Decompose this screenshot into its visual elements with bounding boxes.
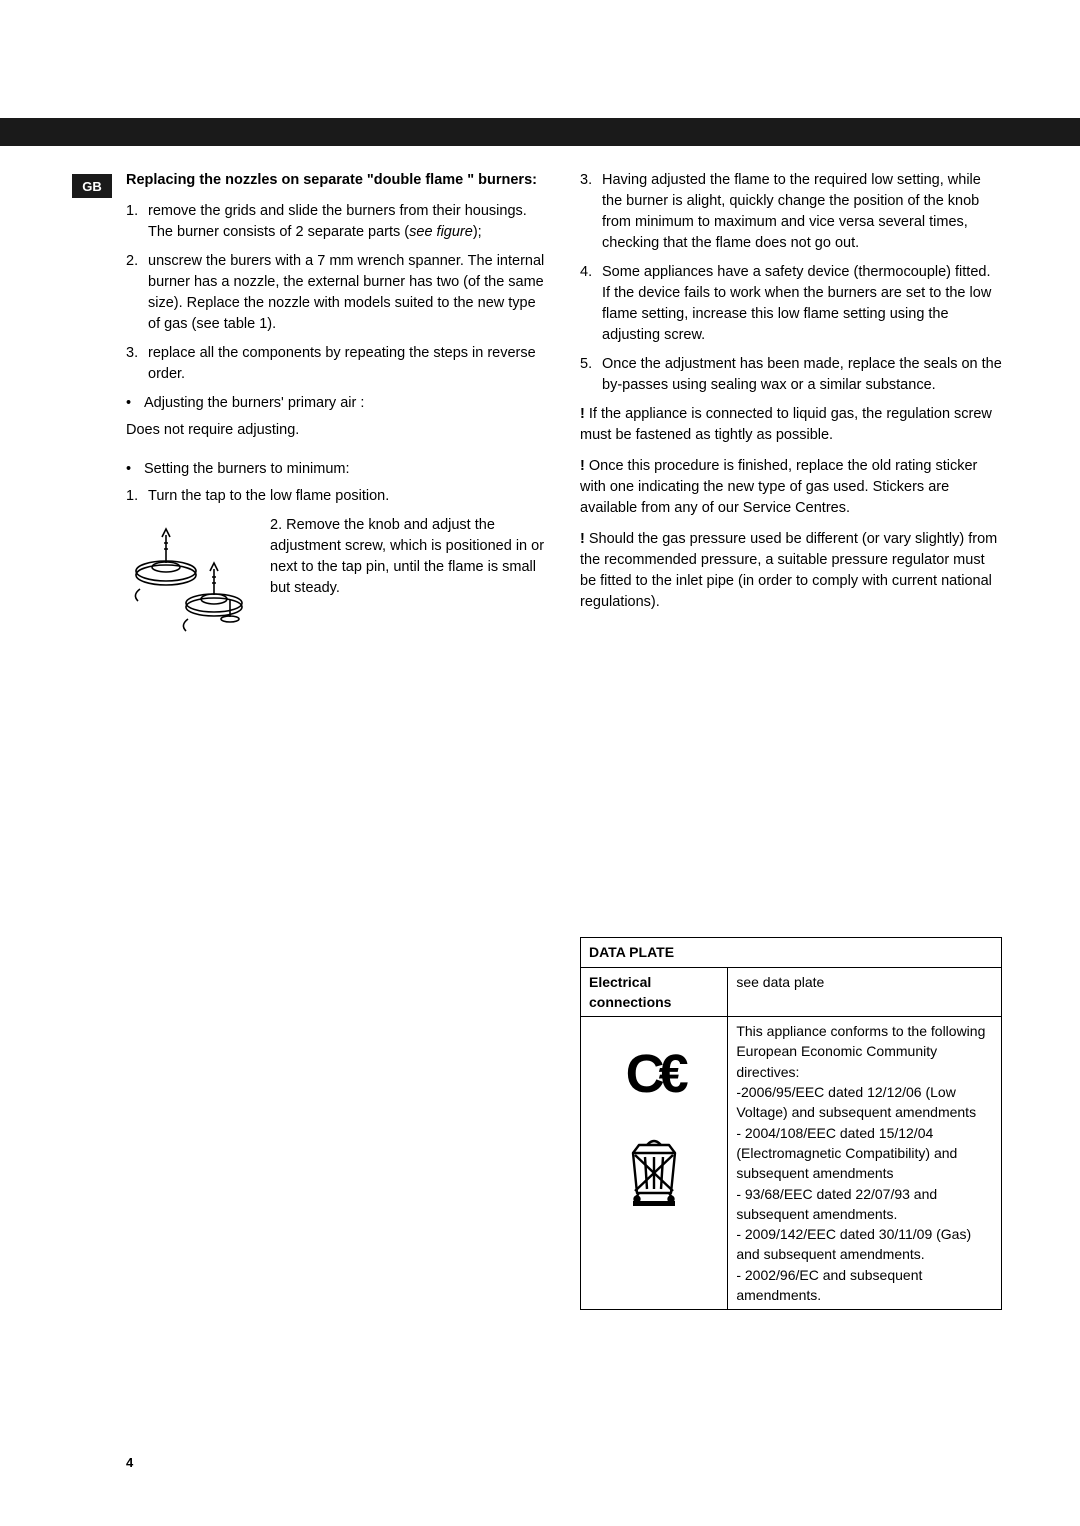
compliance-icons-cell: C€ [581, 1017, 728, 1310]
step-text: Having adjusted the flame to the require… [602, 172, 981, 251]
step-text: Once the adjustment has been made, repla… [602, 356, 1002, 393]
bullet-icon: • [126, 393, 144, 414]
step-number: 2. [126, 251, 148, 272]
language-badge: GB [72, 174, 112, 198]
warning-text: ! Should the gas pressure used be differ… [580, 529, 1002, 613]
step-number: 4. [580, 262, 602, 283]
step-item: 1.Turn the tap to the low flame position… [126, 486, 548, 507]
bullet-text: Adjusting the burners' primary air : [144, 395, 364, 411]
step-text: ); [473, 224, 482, 240]
table-header: DATA PLATE [581, 938, 1002, 967]
step-item: 2.unscrew the burers with a 7 mm wrench … [126, 251, 548, 335]
data-plate-table: DATA PLATE Electrical connections see da… [580, 937, 1002, 1310]
step-number: 1. [126, 486, 148, 507]
warning-body: Should the gas pressure used be differen… [580, 531, 997, 610]
body-text: Does not require adjusting. [126, 420, 548, 441]
step-number: 1. [126, 201, 148, 222]
left-column: Replacing the nozzles on separate "doubl… [126, 170, 548, 1310]
step-item: 1.remove the grids and slide the burners… [126, 201, 548, 243]
bullet-item: •Adjusting the burners' primary air : [126, 393, 548, 414]
step-text: replace all the components by repeating … [148, 345, 536, 382]
step-text: Some appliances have a safety device (th… [602, 264, 991, 343]
bullet-icon: • [126, 459, 144, 480]
figure-caption: 2. Remove the knob and adjust the adjust… [270, 515, 548, 642]
figure-row: 2. Remove the knob and adjust the adjust… [126, 515, 548, 642]
page-content: Replacing the nozzles on separate "doubl… [126, 170, 1002, 1310]
warning-text: ! If the appliance is connected to liqui… [580, 404, 1002, 446]
warning-body: Once this procedure is finished, replace… [580, 458, 977, 516]
right-column: 3.Having adjusted the flame to the requi… [580, 170, 1002, 1310]
step-number: 3. [580, 170, 602, 191]
page-number: 4 [126, 1455, 133, 1470]
step-text-italic: see figure [409, 224, 473, 240]
step-item: 4.Some appliances have a safety device (… [580, 262, 1002, 346]
step-number: 5. [580, 354, 602, 375]
weee-bin-icon [625, 1139, 683, 1207]
bullet-item: •Setting the burners to minimum: [126, 459, 548, 480]
warning-text: ! Once this procedure is finished, repla… [580, 456, 1002, 519]
step-item: 5.Once the adjustment has been made, rep… [580, 354, 1002, 396]
ce-mark-icon: C€ [581, 1035, 727, 1113]
table-cell-label: Electrical connections [581, 967, 728, 1017]
table-cell-value: see data plate [728, 967, 1002, 1017]
warning-body: If the appliance is connected to liquid … [580, 406, 992, 443]
step-text: Turn the tap to the low flame position. [148, 488, 389, 504]
table-cell-compliance-text: This appliance conforms to the following… [728, 1017, 1002, 1310]
step-item: 3.Having adjusted the flame to the requi… [580, 170, 1002, 254]
step-text: unscrew the burers with a 7 mm wrench sp… [148, 253, 544, 332]
section-heading: Replacing the nozzles on separate "doubl… [126, 170, 548, 191]
bullet-text: Setting the burners to minimum: [144, 461, 350, 477]
header-bar [0, 118, 1080, 146]
burner-diagram [126, 515, 256, 642]
step-number: 3. [126, 343, 148, 364]
step-item: 3.replace all the components by repeatin… [126, 343, 548, 385]
